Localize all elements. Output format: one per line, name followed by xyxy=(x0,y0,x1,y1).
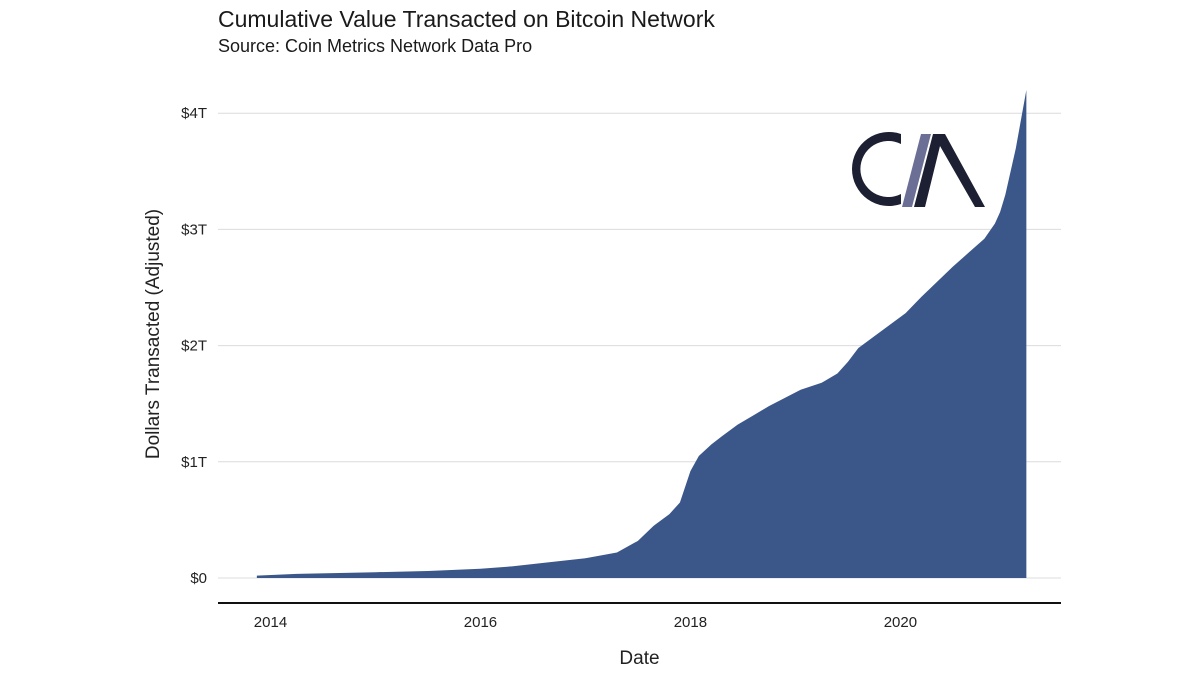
x-tick-label: 2020 xyxy=(884,614,917,631)
logo-slash-shape xyxy=(902,134,931,207)
chart-title: Cumulative Value Transacted on Bitcoin N… xyxy=(218,6,715,32)
y-tick-label: $2T xyxy=(181,338,207,355)
logo-m-shape xyxy=(914,134,985,207)
y-axis-ticks: $0 $1T $2T $3T $4T xyxy=(181,105,207,587)
x-tick-label: 2016 xyxy=(464,614,497,631)
coin-metrics-logo-icon xyxy=(852,132,985,207)
chart-subtitle: Source: Coin Metrics Network Data Pro xyxy=(218,36,533,56)
y-tick-label: $4T xyxy=(181,105,207,122)
y-axis-title: Dollars Transacted (Adjusted) xyxy=(143,209,164,459)
y-tick-label: $1T xyxy=(181,454,207,471)
x-tick-label: 2014 xyxy=(254,614,287,631)
y-tick-label: $0 xyxy=(190,570,207,587)
cumulative-value-area xyxy=(256,90,1027,578)
x-tick-label: 2018 xyxy=(674,614,707,631)
x-axis-ticks: 2014 2016 2018 2020 xyxy=(254,614,917,631)
x-axis-title: Date xyxy=(619,648,659,669)
logo-c-shape xyxy=(852,132,901,206)
y-tick-label: $3T xyxy=(181,221,207,238)
